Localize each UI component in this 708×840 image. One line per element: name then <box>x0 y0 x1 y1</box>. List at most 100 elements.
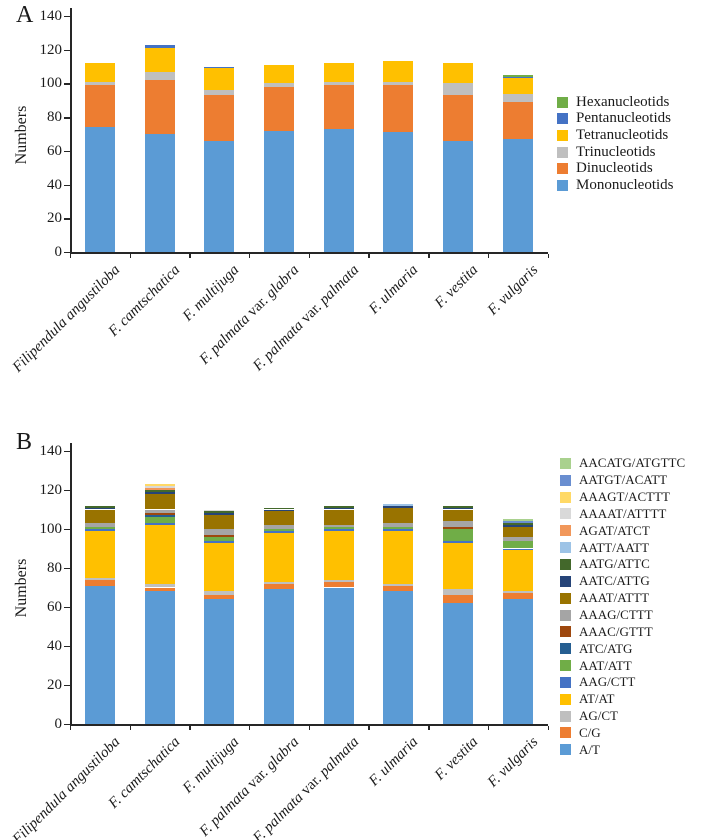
legend-swatch <box>557 113 568 125</box>
x-tick-mark <box>308 725 311 731</box>
bar-segment-aatc-attg <box>144 491 175 494</box>
bar-segment-ag-ct <box>84 577 115 580</box>
bar-segment-aaag-cttt <box>204 529 235 535</box>
bar-segment-aatc-attg <box>84 507 115 510</box>
bar-segment-aatg-attc <box>144 490 175 492</box>
legend-item: C/G <box>560 725 685 742</box>
panel-b-label: B <box>16 429 33 455</box>
bar-segment-aaag-cttt <box>144 509 175 514</box>
bar-segment-c-g <box>144 587 175 592</box>
legend-item: AT/AT <box>560 691 685 708</box>
bar-segment-aaat-attt <box>502 527 533 537</box>
y-tick-mark <box>64 646 70 648</box>
bar-segment-mononucleotids <box>204 140 235 252</box>
bar-segment-aatg-attc <box>84 505 115 508</box>
x-tick-mark <box>189 725 191 731</box>
bar-segment-aat-att <box>144 517 175 524</box>
bar-segment-a-t <box>84 585 115 724</box>
bar-segment-mononucleotids <box>263 130 294 252</box>
y-tick-label: 80 <box>47 109 62 126</box>
x-tick-mark <box>129 253 132 259</box>
bar-segment-trinucleotids <box>204 90 235 96</box>
bar-segment-ag-ct <box>383 583 414 586</box>
y-tick-mark <box>64 568 70 570</box>
x-tick-mark <box>428 253 430 259</box>
legend-label: Dinucleotids <box>576 160 653 177</box>
bar-segment-tetranucleotids <box>323 63 354 82</box>
bar-segment-mononucleotids <box>502 139 533 252</box>
legend-swatch <box>560 592 571 604</box>
bar-segment-c-g <box>502 593 533 600</box>
bar-segment-tetranucleotids <box>383 61 414 82</box>
legend: Hexanucleotids Pentanucleotids Tetranucleo… <box>557 94 674 194</box>
x-tick-mark <box>249 253 251 259</box>
legend-label: AAAGT/ACTTT <box>579 489 670 505</box>
panel-a-label: A <box>16 2 34 28</box>
bar-segment-trinucleotids <box>442 83 473 96</box>
bar-segment-c-g <box>442 595 473 604</box>
bar-segment-aag-ctt <box>383 529 414 531</box>
legend-label: AAT/ATT <box>579 657 632 673</box>
legend-item: AATG/ATTC <box>560 556 685 573</box>
bar-segment-trinucleotids <box>323 81 354 86</box>
legend-swatch <box>557 163 568 175</box>
bar-segment-aaat-attt <box>84 509 115 524</box>
bar-segment-aatg-attc <box>263 507 294 510</box>
y-tick-label: 40 <box>47 638 62 654</box>
bar-segment-mononucleotids <box>383 132 414 252</box>
bar-segment-tetranucleotids <box>84 63 115 82</box>
legend-item: AAAG/CTTT <box>560 607 685 624</box>
legend-label: Pentanucleotids <box>576 110 671 127</box>
legend-swatch <box>557 146 568 158</box>
bar-segment-aaat-attt <box>323 509 354 526</box>
y-tick-mark <box>64 49 70 52</box>
x-axis-line <box>70 724 548 726</box>
legend-item: Dinucleotids <box>557 160 674 177</box>
x-tick-mark <box>249 725 251 731</box>
legend-item: AATT/AATT <box>560 539 685 556</box>
legend-label: Hexanucleotids <box>576 93 670 110</box>
legend-swatch <box>560 744 571 756</box>
y-tick-label: 140 <box>39 443 63 459</box>
legend-swatch <box>560 693 571 705</box>
y-tick-label: 40 <box>47 176 62 193</box>
legend-swatch <box>560 710 571 722</box>
bar-segment-aaac-gttt <box>442 527 473 529</box>
y-tick-mark <box>64 252 70 254</box>
bar-segment-dinucleotids <box>144 80 175 134</box>
bar-segment-c-g <box>204 595 235 600</box>
y-tick-label: 60 <box>47 142 62 159</box>
legend-item: AAAC/GTTT <box>560 623 685 640</box>
bar-segment-aag-ctt <box>502 548 533 551</box>
y-tick-label: 140 <box>39 7 63 24</box>
bar-segment-trinucleotids <box>263 83 294 87</box>
x-tick-mark <box>308 253 311 259</box>
legend-label: AATGT/ACATT <box>579 472 668 488</box>
bar-segment-aaag-cttt <box>263 525 294 529</box>
legend: AACATG/ATGTTC AATGT/ACATT AAAGT/ACTTT AAAAT… <box>560 455 685 758</box>
y-tick-label: 120 <box>39 482 63 498</box>
bar-segment-aaat-attt <box>442 509 473 522</box>
bar-segment-ag-ct <box>144 583 175 588</box>
bar-segment-ag-ct <box>442 589 473 596</box>
bar-segment-c-g <box>263 583 294 590</box>
bar-segment-mononucleotids <box>323 128 354 252</box>
legend-label: C/G <box>579 724 601 740</box>
legend-swatch <box>560 508 571 520</box>
bar-segment-aaat-attt <box>204 515 235 529</box>
legend-swatch <box>560 575 571 587</box>
bar-segment-aaag-cttt <box>502 536 533 541</box>
legend-label: Trinucleotids <box>576 143 656 160</box>
bar-segment-ag-ct <box>263 581 294 584</box>
legend-item: ATC/ATG <box>560 640 685 657</box>
bar-segment-a-t <box>204 599 235 724</box>
bar-segment-aatg-attc <box>323 505 354 508</box>
bar-segment-tetranucleotids <box>442 63 473 84</box>
bar-segment-trinucleotids <box>502 93 533 102</box>
bar-segment-at-at <box>502 550 533 592</box>
y-tick-label: 100 <box>39 521 63 537</box>
bar-segment-aaaat-atttt <box>204 509 235 512</box>
bar-segment-aatc-attg <box>383 505 414 508</box>
bar-segment-ag-ct <box>204 591 235 596</box>
